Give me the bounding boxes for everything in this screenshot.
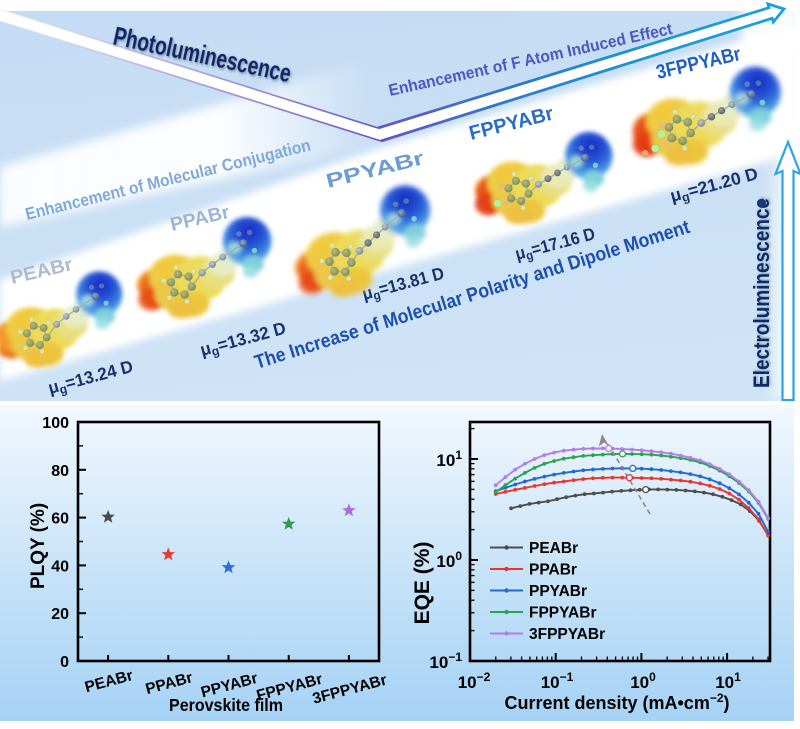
svg-text:100: 100 [42, 415, 69, 432]
svg-text:80: 80 [51, 463, 69, 480]
svg-text:20: 20 [51, 606, 69, 623]
svg-text:Perovskite film: Perovskite film [169, 695, 283, 715]
svg-text:3FPPYABr: 3FPPYABr [529, 626, 605, 643]
svg-text:40: 40 [51, 558, 69, 575]
svg-text:Electroluminescence: Electroluminescence [749, 198, 774, 388]
svg-text:PLQY (%): PLQY (%) [28, 503, 49, 589]
svg-text:PPABr: PPABr [529, 562, 577, 579]
svg-text:FPPYABr: FPPYABr [529, 605, 596, 622]
svg-text:60: 60 [51, 511, 69, 528]
svg-text:PEABr: PEABr [529, 540, 578, 557]
svg-text:PPYABr: PPYABr [529, 583, 587, 600]
svg-text:0: 0 [60, 654, 69, 671]
svg-text:Current density (mA•cm−2): Current density (mA•cm−2) [504, 691, 729, 713]
svg-text:EQE (%): EQE (%) [411, 542, 434, 625]
